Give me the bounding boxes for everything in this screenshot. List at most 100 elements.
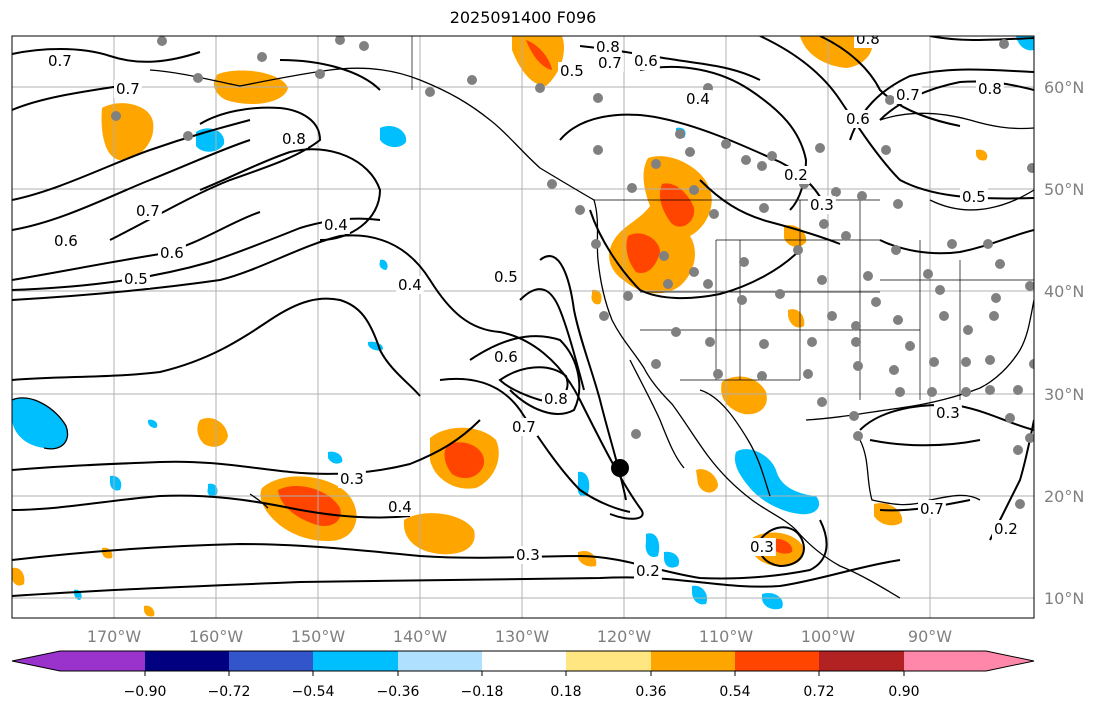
lat-tick-label: 40°N bbox=[1044, 282, 1084, 301]
colorbar-segment bbox=[145, 651, 229, 671]
contour-label-background bbox=[114, 80, 142, 98]
colorbar-segment bbox=[398, 651, 482, 671]
contour-label-background bbox=[322, 216, 350, 234]
lon-tick-label: 170°W bbox=[87, 627, 142, 646]
contour-label: 0.4 bbox=[388, 498, 412, 516]
contour-label: 0.8 bbox=[978, 80, 1002, 98]
colorbar-tick-label: 0.36 bbox=[635, 684, 666, 700]
longitude-labels: 170°W 160°W 150°W 140°W 130°W 120°W 110°… bbox=[87, 627, 952, 646]
contour-label-background bbox=[558, 62, 586, 80]
contour-label: 0.5 bbox=[494, 268, 518, 286]
contour-label-background bbox=[854, 36, 882, 48]
contour-label: 0.7 bbox=[48, 52, 72, 70]
colorbar-tick-label: 0.54 bbox=[719, 684, 750, 700]
contour-label-background bbox=[632, 52, 660, 70]
contour-label-background bbox=[492, 268, 520, 286]
contour-label-background bbox=[386, 498, 414, 516]
contour-label-background bbox=[158, 244, 186, 262]
contour-label-background bbox=[808, 196, 836, 214]
contour-label-background bbox=[122, 270, 150, 288]
station-markers bbox=[111, 36, 1034, 509]
contour-label-background bbox=[338, 470, 366, 488]
contour-label-background bbox=[634, 562, 662, 580]
contour-label: 0.7 bbox=[512, 418, 536, 436]
contour-label-background bbox=[976, 80, 1004, 98]
contour-labels: 0.7 0.7 0.8 0.7 0.6 0.6 0.5 0.4 0.4 0.5 … bbox=[46, 30, 1020, 580]
contour-label-background bbox=[492, 348, 520, 366]
contour-label: 0.8 bbox=[544, 390, 568, 408]
colorbar-tick-label: −0.72 bbox=[208, 684, 251, 700]
contour-label: 0.6 bbox=[846, 110, 870, 128]
contour-label: 0.7 bbox=[920, 500, 944, 518]
colorbar-tick-label: 0.72 bbox=[803, 684, 834, 700]
lat-tick-label: 60°N bbox=[1044, 78, 1084, 97]
lon-tick-label: 120°W bbox=[597, 627, 652, 646]
contour-label: 0.3 bbox=[936, 404, 960, 422]
contour-label: 0.5 bbox=[962, 188, 986, 206]
target-location-marker bbox=[611, 459, 629, 477]
colorbar-segment bbox=[566, 651, 651, 671]
colorbar-segment bbox=[735, 651, 819, 671]
colorbar-tick-label: 0.90 bbox=[888, 684, 919, 700]
colorbar-segment bbox=[313, 651, 398, 671]
graticule bbox=[12, 36, 1034, 618]
contour-label: 0.6 bbox=[634, 52, 658, 70]
contour-label-background bbox=[844, 110, 872, 128]
contour-label-background bbox=[542, 390, 570, 408]
contour-label-background bbox=[514, 546, 542, 564]
positive-shading bbox=[12, 36, 988, 617]
lat-tick-label: 10°N bbox=[1044, 589, 1084, 608]
lat-tick-label: 50°N bbox=[1044, 180, 1084, 199]
contour-label-background bbox=[684, 90, 712, 108]
contour-label: 0.7 bbox=[136, 202, 160, 220]
contour-label-background bbox=[510, 418, 538, 436]
lon-tick-label: 90°W bbox=[908, 627, 952, 646]
contour-label: 0.6 bbox=[494, 348, 518, 366]
colorbar: −0.90 −0.72 −0.54 −0.36 −0.18 0.18 0.36 … bbox=[11, 650, 1035, 700]
map-frame bbox=[11, 35, 1035, 619]
lon-tick-label: 160°W bbox=[189, 627, 244, 646]
lat-tick-label: 30°N bbox=[1044, 385, 1084, 404]
colorbar-tick-label: 0.18 bbox=[550, 684, 581, 700]
political-boundaries bbox=[411, 36, 1034, 400]
contour-label: 0.4 bbox=[686, 90, 710, 108]
contour-label-background bbox=[748, 538, 776, 556]
contour-label-background bbox=[46, 52, 74, 70]
map-title: 2025091400 F096 bbox=[449, 8, 597, 27]
contour-label-background bbox=[596, 54, 624, 72]
contour-label: 0.4 bbox=[324, 216, 348, 234]
contour-label: 0.2 bbox=[636, 562, 660, 580]
contour-label-background bbox=[134, 202, 162, 220]
contour-label: 0.2 bbox=[784, 166, 808, 184]
contour-label: 0.3 bbox=[810, 196, 834, 214]
contour-label: 0.8 bbox=[282, 130, 306, 148]
contour-label: 0.7 bbox=[598, 54, 622, 72]
lat-tick-label: 20°N bbox=[1044, 487, 1084, 506]
contour-label-background bbox=[52, 232, 80, 250]
negative-shading bbox=[12, 36, 1034, 610]
latitude-labels: 10°N 20°N 30°N 40°N 50°N 60°N bbox=[1044, 78, 1084, 608]
colorbar-tick-label: −0.90 bbox=[124, 684, 167, 700]
lon-tick-label: 140°W bbox=[393, 627, 448, 646]
contour-label: 0.7 bbox=[116, 80, 140, 98]
colorbar-segment bbox=[482, 651, 566, 671]
lon-tick-label: 110°W bbox=[699, 627, 754, 646]
contour-label-background bbox=[894, 86, 922, 104]
colorbar-segment bbox=[229, 651, 313, 671]
colorbar-segment bbox=[651, 651, 735, 671]
colorbar-segment bbox=[819, 651, 904, 671]
contour-label-background bbox=[280, 130, 308, 148]
colorbar-segment bbox=[904, 651, 986, 671]
contour-label: 0.5 bbox=[124, 270, 148, 288]
contour-label: 0.3 bbox=[750, 538, 774, 556]
contour-label-background bbox=[396, 276, 424, 294]
colorbar-outline bbox=[11, 650, 1035, 672]
coastlines bbox=[12, 67, 1034, 599]
colorbar-tick-label: −0.54 bbox=[292, 684, 335, 700]
colorbar-segment bbox=[12, 651, 60, 671]
contour-label-background bbox=[594, 38, 622, 56]
contour-label: 0.7 bbox=[896, 86, 920, 104]
contour-label: 0.4 bbox=[398, 276, 422, 294]
contour-label: 0.8 bbox=[856, 30, 880, 48]
